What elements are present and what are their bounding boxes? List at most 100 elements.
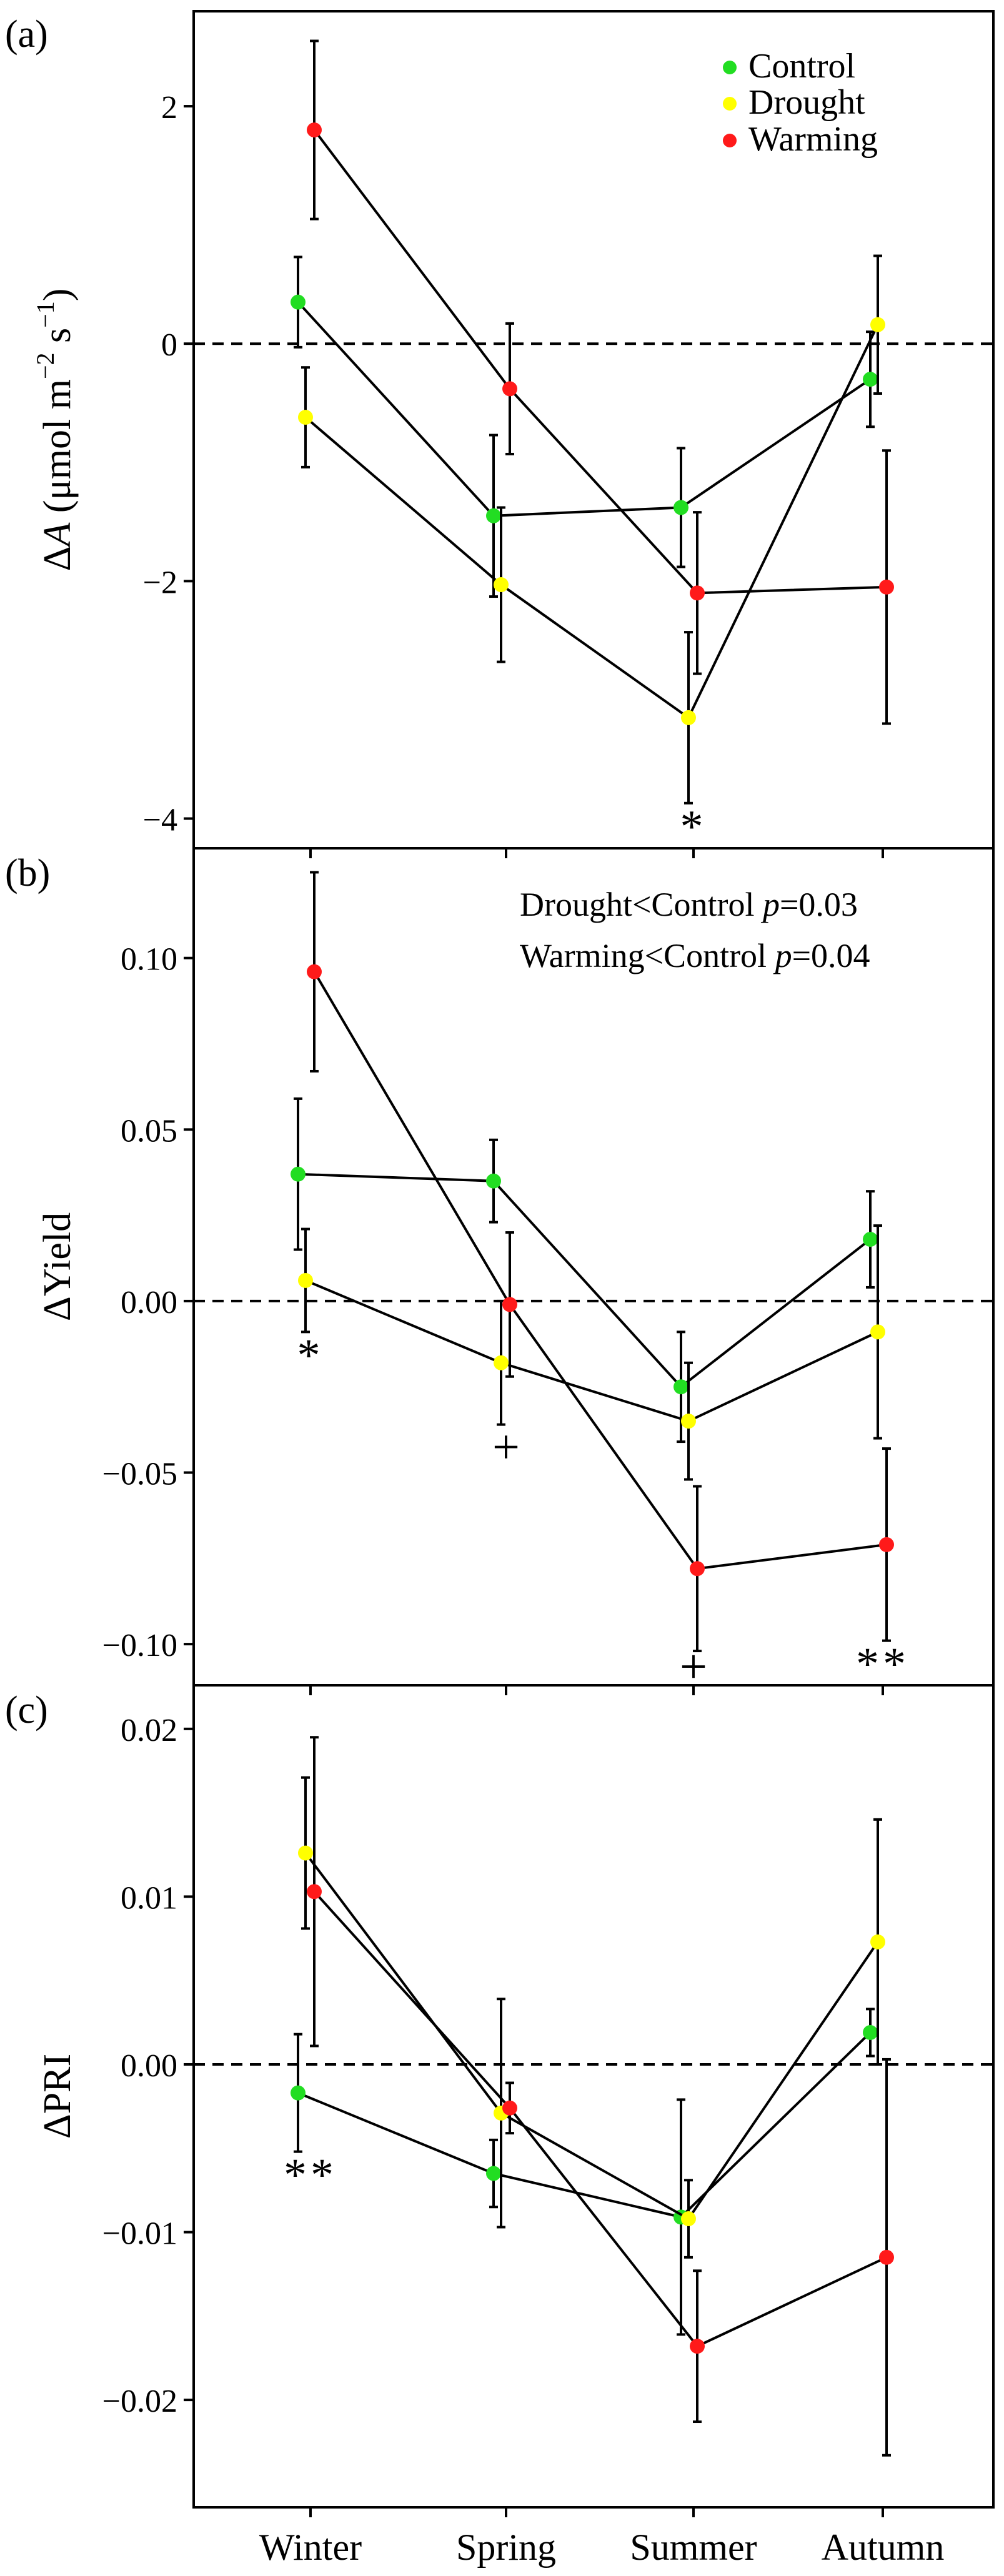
panel-b-point-control — [863, 1232, 878, 1247]
panel-a-point-drought — [298, 410, 313, 425]
panel-c-ytick-label: 0.01 — [121, 1880, 177, 1916]
panel-a-label: (a) — [5, 13, 48, 56]
panel-a-point-drought — [494, 577, 509, 593]
panel-b-ylabel-prefix: Δ — [36, 1296, 79, 1321]
x-axis: Winter Spring Summer Autumn — [259, 2527, 944, 2568]
panel-c-frame — [192, 1684, 995, 2509]
panel-c-label: (c) — [5, 1689, 48, 1731]
panel-c-ylabel-units: PRI — [36, 2054, 79, 2114]
panel-c-point-warming — [879, 2249, 894, 2265]
panel-a-point-drought — [681, 710, 696, 725]
panel-a-ylabel-sup1: −2 — [31, 352, 59, 379]
panel-b-point-warming — [307, 964, 322, 979]
panel-c-ytick-label: 0.00 — [121, 2048, 177, 2084]
panel-b-label: (b) — [5, 852, 50, 894]
panel-c-point-drought — [298, 1845, 313, 1861]
panel-b-point-control — [486, 1173, 501, 1189]
panel-a-point-drought — [870, 317, 885, 332]
legend: Control Drought Warming — [723, 47, 878, 159]
panel-a-ylabel: ΔA (μmol m−2 s−1) — [31, 289, 79, 572]
panel-c-point-warming — [690, 2339, 705, 2354]
panel-b-point-warming — [690, 1561, 705, 1577]
panel-b-ytick-label: −0.10 — [102, 1628, 177, 1663]
panel-c-point-control — [291, 2085, 306, 2101]
panel-b-note-1: Drought<Control p=0.03 — [520, 886, 858, 923]
panel-a-point-control — [673, 500, 688, 515]
panel-b-line-control — [297, 1172, 872, 1389]
x-label-spring: Spring — [456, 2527, 556, 2568]
panel-c-ylabel: ΔPRI — [36, 2054, 79, 2139]
panel-a-point-warming — [690, 585, 705, 601]
panel-b-ytick-label: 0.05 — [121, 1113, 177, 1149]
panel-b-ylabel-units: Yield — [36, 1212, 79, 1296]
plot-layer: 2 0 −2 −4 * 0.10 0.05 0.00 −0.05 −0.10 * + + ** 0.02 0.… — [102, 39, 993, 2517]
panel-b-ylabel: ΔYield — [36, 1212, 79, 1321]
x-label-summer: Summer — [630, 2527, 757, 2568]
panel-b-note-2-prefix: Warming<Control — [520, 937, 775, 974]
panel-a-ytick-label: −2 — [143, 565, 177, 600]
legend-marker-control — [723, 61, 737, 74]
panel-a-ylabel-end: ) — [36, 289, 79, 302]
panel-c-point-warming — [307, 1884, 322, 1900]
panel-a-ytick-label: 2 — [161, 90, 177, 126]
panel-b-ytick-label: −0.05 — [102, 1457, 177, 1492]
panel-c-point-drought — [681, 2211, 696, 2227]
panel-a-ytick-label: 0 — [161, 327, 177, 363]
panel-a-point-warming — [307, 122, 322, 138]
panel-b-note-2-suffix: =0.04 — [792, 937, 870, 974]
panel-c-line-drought — [304, 1852, 879, 2221]
panel-b-point-control — [291, 1166, 306, 1182]
panel-a-ylabel-var: A — [36, 522, 79, 549]
panel-c-ytick-label: −0.02 — [102, 2384, 177, 2419]
panel-a-point-control — [863, 372, 878, 387]
legend-marker-warming — [723, 134, 737, 147]
panel-b-note-1-suffix: =0.03 — [780, 886, 858, 923]
panel-b-point-drought — [681, 1414, 696, 1429]
panel-a-ylabel-units: (μmol m — [36, 379, 79, 523]
panel-b-ytick-label: 0.10 — [121, 942, 177, 978]
x-label-winter: Winter — [259, 2527, 362, 2568]
panel-b-annotation: + — [492, 1420, 520, 1474]
legend-marker-drought — [723, 97, 737, 111]
panel-a-point-warming — [502, 381, 517, 397]
panel-a-annotation: * — [680, 801, 707, 853]
panel-c-ytick-label: −0.01 — [102, 2216, 177, 2252]
panel-c-point-control — [486, 2166, 501, 2181]
panel-a-ytick-label: −4 — [143, 802, 177, 838]
panel-a-point-control — [486, 508, 501, 523]
panel-b-point-warming — [502, 1297, 517, 1312]
panel-b-ytick-label: 0.00 — [121, 1285, 177, 1320]
panel-b-note-1-var: p — [760, 886, 780, 923]
panel-b-point-drought — [494, 1355, 509, 1370]
panel-a-ylabel-sup2: −1 — [31, 301, 59, 328]
legend-label-warming: Warming — [748, 120, 878, 159]
panel-a-ylabel-prefix: Δ — [36, 547, 79, 572]
panel-c-point-drought — [870, 1934, 885, 1949]
panel-c-ytick-label: 0.02 — [121, 1713, 177, 1748]
panel-b-annotation: * — [297, 1330, 324, 1381]
panel-a-ylabel-mid: s — [36, 328, 79, 353]
panel-c-point-control — [863, 2024, 878, 2040]
panel-a-line-warming — [313, 129, 887, 595]
panel-c-line-control — [297, 2031, 872, 2219]
panel-b-line-drought — [305, 1279, 878, 1423]
legend-label-drought: Drought — [748, 83, 865, 122]
x-label-autumn: Autumn — [822, 2527, 945, 2568]
panel-b-annotation: + — [680, 1639, 707, 1693]
panel-b-point-drought — [298, 1272, 313, 1288]
panel-b-annotation: ** — [856, 1639, 910, 1690]
panel-a-line-drought — [304, 324, 879, 720]
panel-b-point-drought — [870, 1324, 885, 1340]
panel-b-note-1-prefix: Drought<Control — [520, 886, 763, 923]
panel-a-line-control — [297, 301, 872, 517]
panel-c-annotation: ** — [284, 2150, 337, 2201]
panel-a-point-warming — [879, 579, 894, 595]
panel-b-note-2-var: p — [773, 937, 792, 974]
panel-b-point-warming — [879, 1537, 894, 1552]
panel-b-note-2: Warming<Control p=0.04 — [520, 937, 870, 974]
legend-label-control: Control — [748, 47, 855, 86]
panel-b-point-control — [673, 1379, 688, 1395]
panel-b-line-warming — [313, 971, 887, 1570]
panel-c-point-warming — [502, 2100, 517, 2116]
